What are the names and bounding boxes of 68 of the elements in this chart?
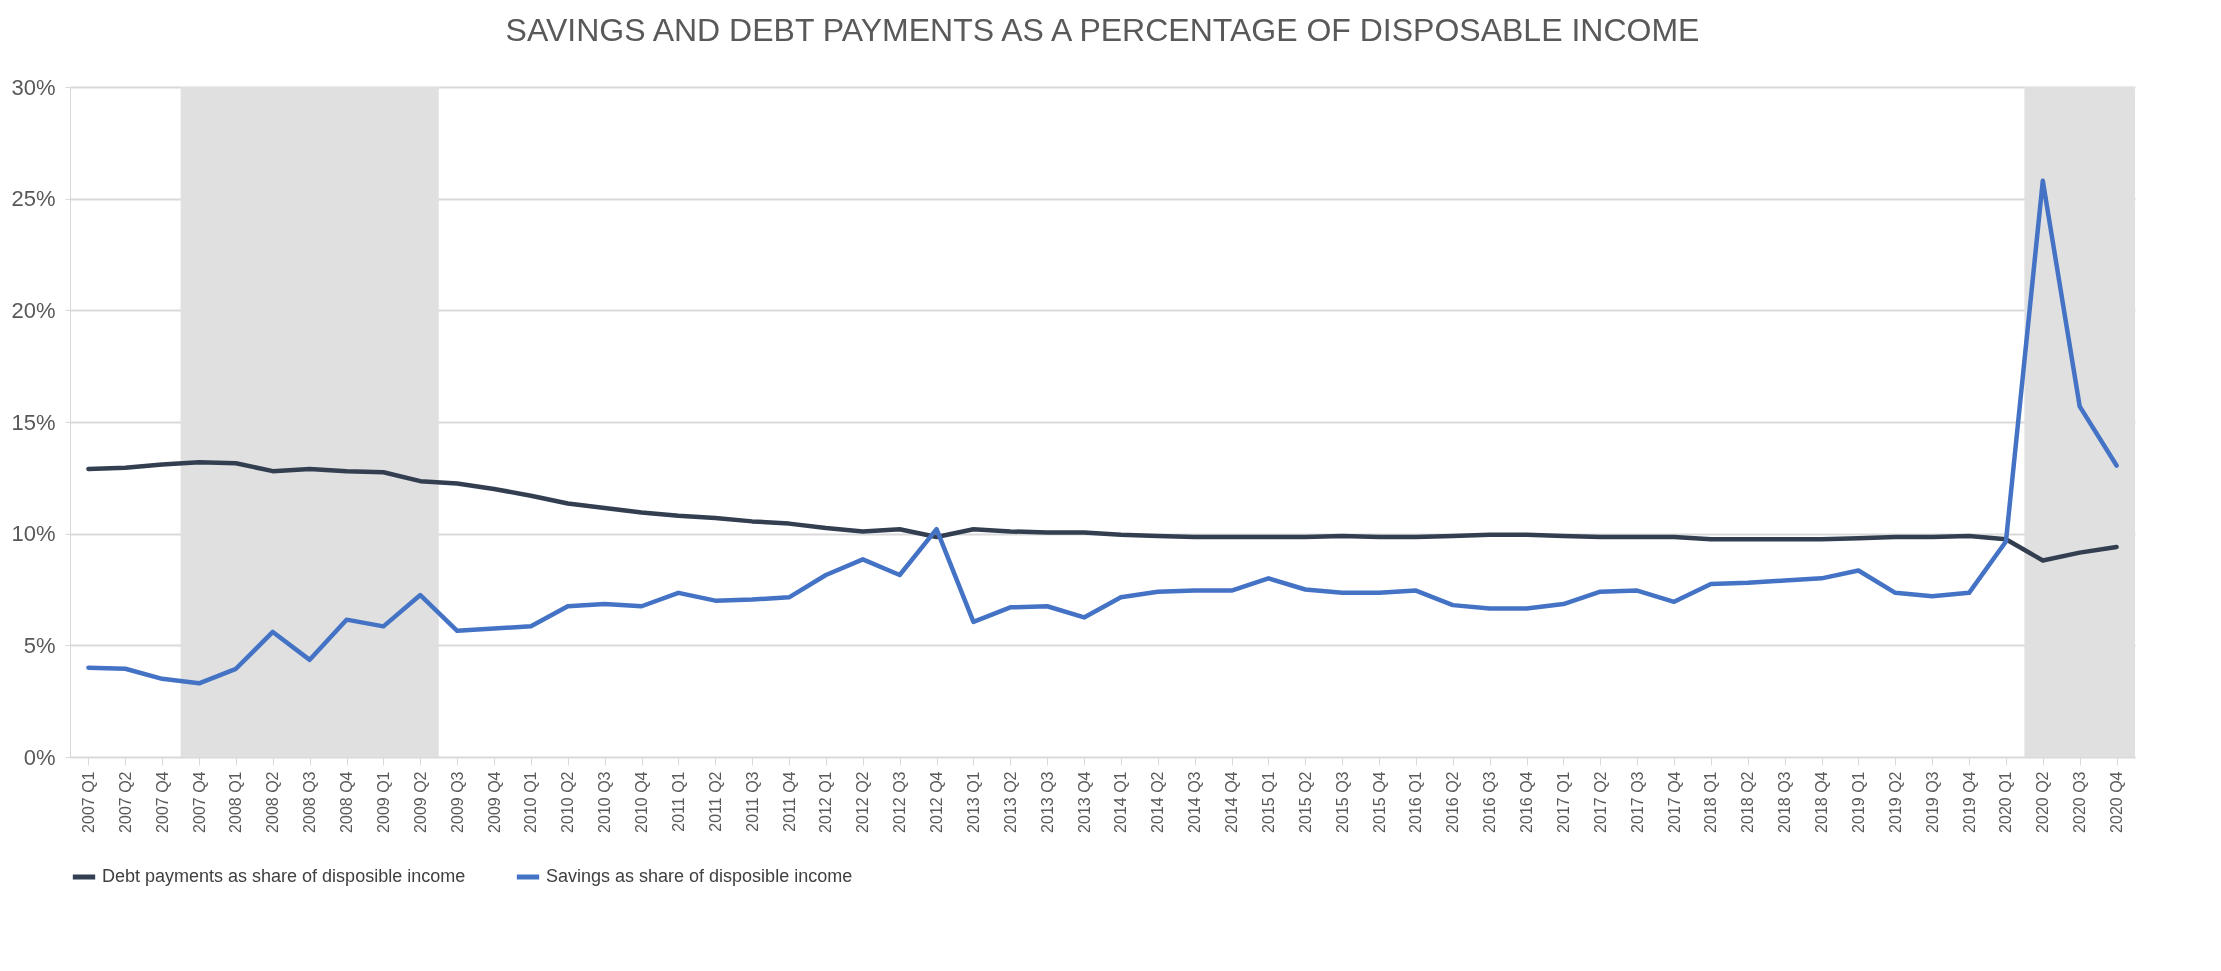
x-tick-label: 2007 Q1 [79,771,97,833]
x-tick-label: 2009 Q2 [411,771,429,833]
x-tick-label: 2014 Q4 [1223,771,1241,833]
y-tick-label: 30% [11,74,56,100]
x-tick-label: 2016 Q1 [1407,771,1425,833]
chart-title: SAVINGS AND DEBT PAYMENTS AS A PERCENTAGE OF DISPOSABLE INCOME [505,12,1700,48]
x-tick-label: 2011 Q4 [780,771,798,832]
x-tick-label: 2020 Q2 [2034,771,2052,833]
x-tick-label: 2018 Q2 [1739,771,1757,833]
x-tick-label: 2017 Q3 [1628,771,1646,833]
y-tick-label: 10% [11,521,56,547]
x-tick-label: 2015 Q2 [1296,771,1314,833]
x-tick-label: 2012 Q1 [817,771,835,833]
x-tick-label: 2014 Q1 [1112,771,1130,833]
x-tick-label: 2010 Q2 [559,771,577,833]
x-tick-label: 2014 Q2 [1149,771,1167,833]
x-tick-label: 2007 Q4 [190,771,208,833]
x-tick-label: 2018 Q3 [1776,771,1794,833]
y-tick-label: 0% [23,744,56,770]
x-tick-label: 2012 Q3 [891,771,909,833]
line-series [86,459,2119,563]
line-series [86,178,2119,686]
x-tick-label: 2017 Q1 [1554,771,1572,833]
x-tick-label: 2017 Q2 [1591,771,1609,833]
x-tick-label: 2013 Q2 [1001,771,1019,833]
x-tick-label: 2007 Q2 [116,771,134,833]
y-tick-label: 25% [11,186,56,212]
x-tick-label: 2013 Q1 [964,771,982,833]
x-tick-label: 2017 Q4 [1665,771,1683,833]
x-tick-label: 2011 Q3 [743,771,761,832]
x-tick-label: 2020 Q4 [2108,771,2126,833]
x-tick-label: 2010 Q4 [633,771,651,833]
legend-label: Savings as share of disposible income [546,866,853,886]
x-tick-label: 2009 Q4 [485,771,503,833]
x-tick-label: 2010 Q1 [522,771,540,833]
x-tick-label: 2020 Q3 [2071,771,2089,833]
x-tick-label: 2019 Q3 [1923,771,1941,833]
legend-label: Debt payments as share of disposible income [102,866,466,886]
x-tick-label: 2015 Q1 [1259,771,1277,833]
x-tick-label: 2012 Q2 [854,771,872,833]
x-tick-label: 2010 Q3 [596,771,614,833]
x-tick-label: 2007 Q4 [153,771,171,833]
x-tick-label: 2019 Q2 [1886,771,1904,833]
y-tick-label: 15% [11,409,56,435]
x-tick-label: 2008 Q3 [301,771,319,833]
x-tick-label: 2013 Q4 [1075,771,1093,833]
x-tick-label: 2016 Q2 [1444,771,1462,833]
x-tick-label: 2018 Q1 [1702,771,1720,833]
x-tick-label: 2008 Q2 [264,771,282,833]
x-tick-label: 2019 Q1 [1849,771,1867,833]
x-tick-label: 2019 Q4 [1960,771,1978,833]
x-tick-label: 2014 Q3 [1186,771,1204,833]
x-tick-label: 2009 Q3 [448,771,466,833]
x-tick-label: 2012 Q4 [928,771,946,833]
x-tick-label: 2015 Q3 [1333,771,1351,833]
x-tick-label: 2008 Q1 [227,771,245,833]
x-tick-label: 2011 Q1 [669,771,687,832]
x-tick-label: 2013 Q3 [1038,771,1056,833]
x-tick-label: 2020 Q1 [1997,771,2015,833]
x-tick-label: 2015 Q4 [1370,771,1388,833]
x-tick-label: 2018 Q4 [1813,771,1831,833]
y-tick-label: 5% [23,632,56,658]
x-tick-label: 2016 Q4 [1518,771,1536,833]
x-tick-label: 2009 Q1 [374,771,392,833]
x-tick-label: 2011 Q2 [706,771,724,832]
y-tick-label: 20% [11,297,56,323]
x-tick-label: 2016 Q3 [1481,771,1499,833]
x-tick-label: 2008 Q4 [338,771,356,833]
